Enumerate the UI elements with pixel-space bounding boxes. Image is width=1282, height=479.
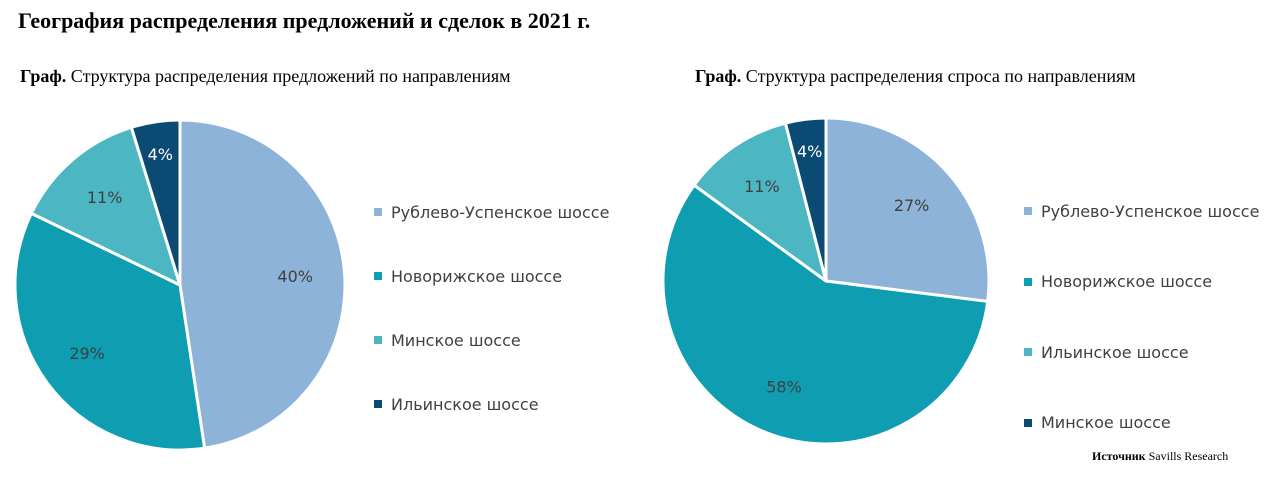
chart1-data-label-3: 4% [148, 145, 173, 164]
demand-pie-chart: 27% 58% 11% 4% [661, 116, 991, 446]
chart1-legend-label-3: Ильинское шоссе [391, 394, 539, 414]
chart2-title: Граф. Структура распределения спроса по … [695, 66, 1136, 87]
demand-legend: Рублево-Успенское шоссе Новорижское шоссе… [1024, 176, 1259, 458]
source-note: Источник Savills Research [1092, 449, 1228, 464]
chart1-legend-label-0: Рублево-Успенское шоссе [391, 202, 610, 222]
chart2-legend-label-0: Рублево-Успенское шоссе [1041, 201, 1260, 221]
chart1-legend-item-2: Минское шоссе [374, 308, 609, 372]
chart2-legend-item-2: Ильинское шоссе [1024, 317, 1259, 388]
chart2-slice-2 [692, 121, 828, 283]
chart1-title-prefix: Граф. [20, 66, 67, 86]
chart1-legend-swatch-3 [374, 400, 382, 408]
chart2-legend-label-2: Ильинское шоссе [1041, 342, 1189, 362]
offer-legend: Рублево-Успенское шоссе Новорижское шоссе… [374, 180, 609, 436]
chart2-legend-swatch-3 [1024, 418, 1032, 427]
source-label: Источник [1092, 449, 1146, 463]
chart2-slice-1 [661, 183, 990, 446]
chart2-legend-swatch-0 [1024, 207, 1032, 216]
chart1-legend-label-1: Новорижское шоссе [391, 266, 563, 286]
chart2-legend-item-0: Рублево-Успенское шоссе [1024, 176, 1259, 247]
chart1-slice-0 [178, 118, 347, 450]
chart2-legend-label-3: Минское шоссе [1041, 413, 1171, 433]
chart1-legend-swatch-1 [374, 272, 382, 280]
offer-pie-chart: 40% 29% 11% 4% [13, 118, 347, 452]
chart1-legend-swatch-2 [374, 336, 382, 344]
chart1-legend-item-3: Ильинское шоссе [374, 372, 609, 436]
chart1-data-label-2: 11% [87, 188, 123, 207]
chart2-data-label-3: 4% [797, 142, 822, 161]
chart2-data-label-2: 11% [744, 177, 780, 196]
chart2-data-label-1: 58% [766, 378, 802, 397]
chart1-legend-item-0: Рублево-Успенское шоссе [374, 180, 609, 244]
chart2-title-text: Структура распределения спроса по направ… [745, 66, 1136, 86]
chart1-data-label-1: 29% [69, 344, 105, 363]
chart1-slice-3 [129, 118, 182, 287]
chart1-slice-1 [13, 211, 207, 452]
chart2-legend-label-1: Новорижское шоссе [1041, 272, 1213, 292]
chart2-slice-3 [783, 116, 828, 283]
chart2-slice-0 [824, 116, 991, 303]
chart1-title: Граф. Структура распределения предложени… [20, 66, 511, 87]
chart1-data-label-0: 40% [277, 267, 313, 286]
chart2-legend-swatch-2 [1024, 348, 1032, 357]
chart2-legend-item-1: Новорижское шоссе [1024, 247, 1259, 318]
chart1-legend-item-1: Новорижское шоссе [374, 244, 609, 308]
source-value: Savills Research [1148, 449, 1229, 463]
chart2-title-prefix: Граф. [695, 66, 742, 86]
chart2-legend-swatch-1 [1024, 277, 1032, 286]
chart1-legend-label-2: Минское шоссе [391, 330, 521, 350]
chart2-data-label-0: 27% [894, 196, 930, 215]
page-title: География распределения предложений и сд… [18, 8, 591, 33]
chart2-legend-item-3: Минское шоссе [1024, 388, 1259, 459]
chart1-title-text: Структура распределения предложений по н… [70, 66, 511, 86]
chart1-legend-swatch-0 [374, 208, 382, 216]
